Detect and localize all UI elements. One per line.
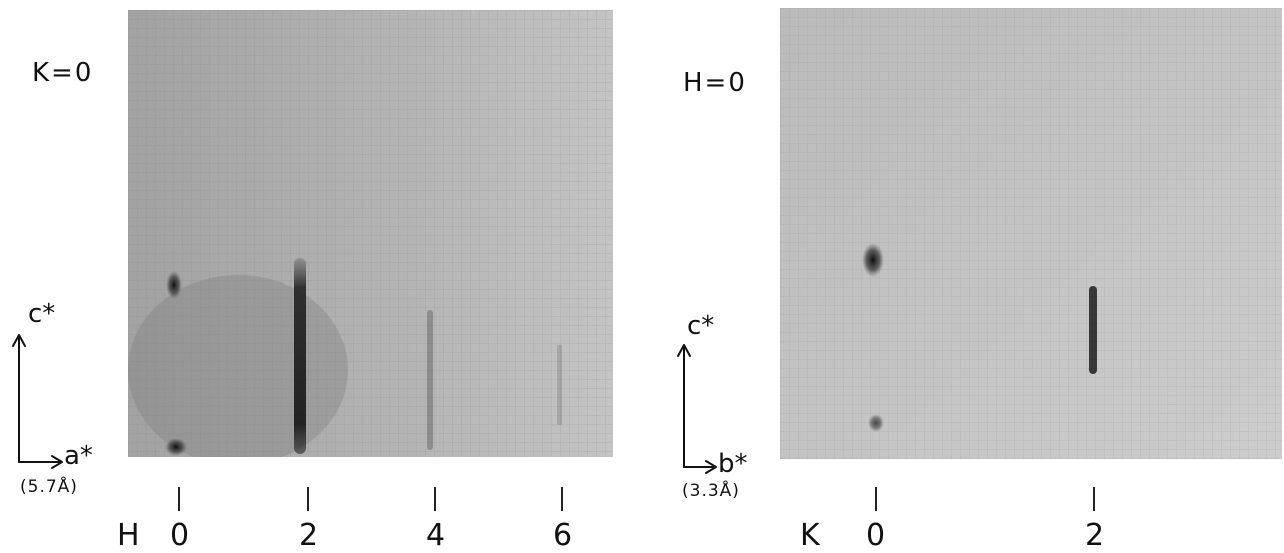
condition-label-right: H=0 [683,68,747,98]
index-h4: 4 [426,518,446,553]
diffraction-pattern-h0-image [780,8,1282,459]
index-symbol-k: K [800,518,820,553]
spacing-label-right: (3.3Å) [682,481,740,501]
c-star-axis-label-right: c* [687,313,714,339]
tick-k0 [875,487,877,511]
tick-h6 [561,487,563,511]
spacing-label-left: (5.7Å) [20,477,78,497]
index-k0: 0 [866,518,886,553]
tick-h0 [178,487,180,511]
a-star-text: a* [64,441,93,471]
c-star-text: c* [687,311,715,341]
tick-h2 [307,487,309,511]
index-h0: 0 [170,518,190,553]
condition-label-left: K=0 [32,58,94,88]
index-h6: 6 [553,518,573,553]
index-h2: 2 [299,518,319,553]
tick-k2 [1093,487,1095,511]
c-star-arrowhead-left [12,334,26,347]
c-star-text: c* [28,299,56,329]
index-k2: 2 [1085,518,1105,553]
tick-h4 [434,487,436,511]
b-star-arrowhead [705,460,717,474]
diffraction-pattern-h0 [780,8,1282,459]
index-symbol-h: H [117,518,140,553]
diffraction-pattern-k0 [128,10,613,457]
b-star-axis-label: b* [718,451,748,477]
a-star-arrowhead [51,455,63,469]
c-star-arrowhead-right [677,344,691,357]
a-star-axis-label: a* [64,443,93,469]
b-star-text: b* [718,449,748,479]
c-star-axis-label-left: c* [28,301,55,327]
diffraction-pattern-k0-image [128,10,613,457]
